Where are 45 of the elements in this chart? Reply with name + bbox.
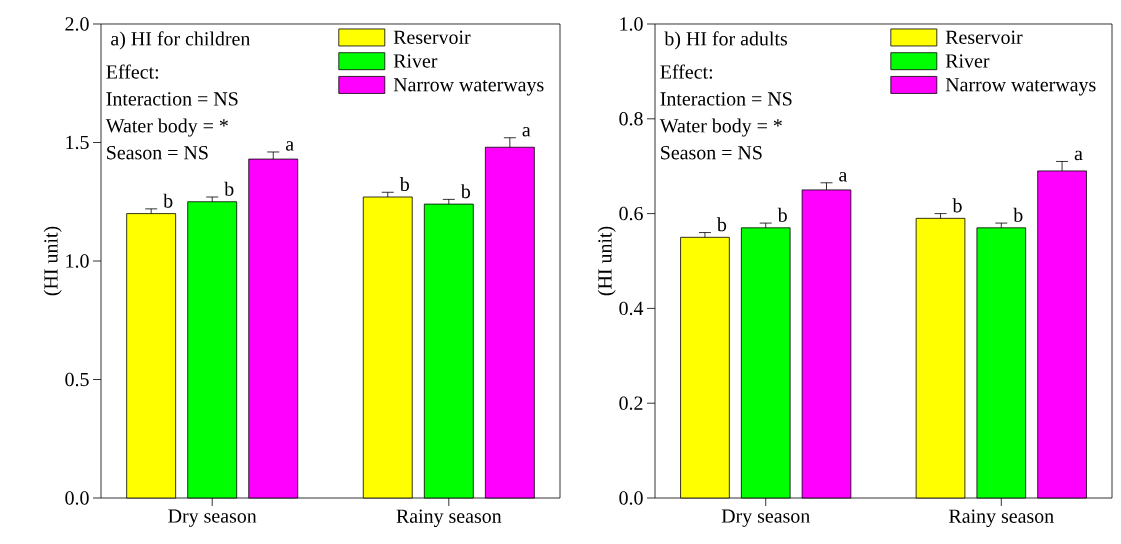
data-label: a bbox=[522, 127, 531, 137]
annotation: Effect: bbox=[660, 64, 713, 79]
data-label: a bbox=[285, 141, 294, 151]
data-label: b bbox=[224, 181, 234, 196]
x-tick-label: Rainy season bbox=[949, 509, 1054, 528]
x-tick-label: Dry season bbox=[168, 509, 257, 527]
y-tick-label: 0.4 bbox=[619, 301, 644, 316]
legend-label: Narrow waterways bbox=[393, 78, 544, 96]
y-tick-label: 1.0 bbox=[66, 254, 89, 268]
y-tick-label: 0.0 bbox=[65, 491, 89, 505]
x-tick-label: Dry season bbox=[721, 509, 810, 527]
y-tick-label: 0.2 bbox=[619, 396, 643, 410]
y-tick-label: 1.0 bbox=[620, 17, 643, 31]
y-tick-label: 0.0 bbox=[619, 491, 643, 505]
data-label: b bbox=[777, 207, 787, 222]
data-label: b bbox=[952, 198, 962, 213]
annotation: Interaction = NS bbox=[106, 92, 238, 106]
y-tick-label: 0.5 bbox=[65, 372, 89, 387]
data-label: b bbox=[399, 177, 409, 192]
data-label: b bbox=[460, 184, 471, 199]
chart-title: b) HI for adults bbox=[664, 31, 788, 50]
y-axis-title: (HI unit) bbox=[43, 226, 62, 296]
data-label: b bbox=[716, 217, 727, 232]
y-axis-title: (HI unit) bbox=[597, 226, 616, 296]
legend-label: River bbox=[393, 54, 438, 68]
data-label: b bbox=[1013, 207, 1023, 222]
y-tick-label: 0.6 bbox=[619, 206, 643, 221]
chart-title: a) HI for children bbox=[111, 31, 251, 50]
legend-label: Reservoir bbox=[393, 30, 471, 44]
legend-label: River bbox=[945, 54, 990, 68]
y-tick-label: 0.8 bbox=[619, 112, 643, 126]
legend-label: Reservoir bbox=[945, 30, 1023, 44]
x-tick-label: Rainy season bbox=[396, 509, 502, 528]
data-label: b bbox=[163, 193, 173, 208]
annotation: Effect: bbox=[106, 64, 159, 79]
y-tick-label: 1.5 bbox=[66, 135, 89, 150]
data-label: a bbox=[1074, 150, 1083, 161]
annotation: Season = NS bbox=[661, 146, 762, 160]
data-label: a bbox=[839, 172, 848, 182]
annotation: Water body = * bbox=[105, 118, 228, 137]
annotation: Interaction = NS bbox=[660, 92, 792, 106]
annotation: Water body = * bbox=[659, 118, 782, 137]
annotation: Season = NS bbox=[107, 146, 208, 160]
y-tick-label: 2.0 bbox=[65, 17, 89, 31]
legend-label: Narrow waterways bbox=[945, 78, 1096, 96]
